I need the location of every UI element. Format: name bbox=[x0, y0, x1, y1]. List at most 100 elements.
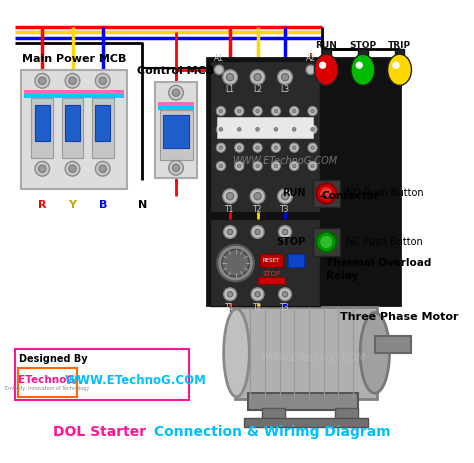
Circle shape bbox=[306, 65, 315, 75]
Circle shape bbox=[254, 193, 261, 200]
Circle shape bbox=[235, 106, 244, 116]
Bar bbox=[15, 349, 189, 400]
Bar bbox=[24, 94, 124, 98]
Circle shape bbox=[95, 74, 110, 88]
Circle shape bbox=[228, 229, 233, 235]
Circle shape bbox=[173, 164, 180, 171]
Circle shape bbox=[274, 146, 278, 150]
Circle shape bbox=[35, 162, 50, 176]
Circle shape bbox=[251, 225, 264, 238]
Circle shape bbox=[283, 229, 288, 235]
Bar bbox=[24, 90, 124, 94]
Circle shape bbox=[219, 127, 223, 131]
Circle shape bbox=[308, 143, 317, 152]
Circle shape bbox=[310, 164, 314, 168]
Circle shape bbox=[316, 183, 337, 204]
Circle shape bbox=[320, 187, 333, 200]
Text: T2: T2 bbox=[253, 303, 262, 312]
Circle shape bbox=[392, 62, 400, 69]
Circle shape bbox=[271, 143, 281, 152]
Bar bbox=[155, 81, 197, 178]
Circle shape bbox=[216, 143, 226, 152]
Circle shape bbox=[253, 143, 262, 152]
Bar bbox=[31, 98, 53, 158]
Text: Y: Y bbox=[69, 200, 76, 210]
Circle shape bbox=[69, 77, 76, 84]
Circle shape bbox=[255, 229, 260, 235]
Circle shape bbox=[173, 89, 180, 96]
Bar bbox=[235, 307, 377, 399]
Text: DOL Starter: DOL Starter bbox=[53, 425, 146, 438]
Text: R: R bbox=[38, 200, 46, 210]
Text: Relay: Relay bbox=[326, 271, 358, 281]
Circle shape bbox=[65, 162, 80, 176]
Circle shape bbox=[256, 146, 259, 150]
Text: STOP: STOP bbox=[349, 41, 376, 50]
Text: WWW.ETechnoG.COM: WWW.ETechnoG.COM bbox=[232, 156, 337, 166]
Text: WWW.ETechnoG.COM: WWW.ETechnoG.COM bbox=[65, 374, 207, 387]
Circle shape bbox=[228, 292, 233, 297]
Bar bbox=[207, 58, 400, 305]
Circle shape bbox=[274, 164, 278, 168]
Bar bbox=[322, 49, 331, 65]
Text: NO Push Button: NO Push Button bbox=[346, 188, 424, 199]
Circle shape bbox=[279, 225, 292, 238]
Ellipse shape bbox=[360, 313, 390, 393]
Circle shape bbox=[222, 250, 249, 277]
Bar bbox=[18, 368, 77, 397]
Text: STOP: STOP bbox=[262, 271, 281, 277]
Text: T3: T3 bbox=[280, 303, 290, 312]
Text: A2: A2 bbox=[306, 54, 316, 63]
Circle shape bbox=[282, 193, 289, 200]
Ellipse shape bbox=[224, 309, 249, 397]
Circle shape bbox=[292, 146, 296, 150]
Circle shape bbox=[278, 189, 292, 204]
Circle shape bbox=[95, 162, 110, 176]
Text: A1: A1 bbox=[214, 54, 224, 63]
Bar bbox=[35, 105, 50, 141]
Text: T3: T3 bbox=[280, 205, 290, 213]
Circle shape bbox=[217, 245, 254, 282]
Circle shape bbox=[169, 85, 183, 100]
Circle shape bbox=[290, 143, 299, 152]
Circle shape bbox=[99, 165, 106, 172]
Text: NC Push Button: NC Push Button bbox=[346, 237, 423, 247]
Circle shape bbox=[235, 125, 244, 134]
Circle shape bbox=[253, 106, 262, 116]
Bar bbox=[65, 105, 80, 141]
Text: TRIP: TRIP bbox=[388, 41, 411, 50]
Text: STOP: STOP bbox=[276, 237, 305, 247]
Circle shape bbox=[316, 232, 337, 252]
Bar bbox=[92, 98, 114, 158]
Circle shape bbox=[223, 189, 237, 204]
Circle shape bbox=[308, 125, 317, 134]
Text: RESET: RESET bbox=[263, 258, 280, 263]
Bar bbox=[158, 102, 194, 106]
Text: Control MCB: Control MCB bbox=[137, 66, 215, 76]
Text: Thermal Overload: Thermal Overload bbox=[326, 258, 432, 268]
Circle shape bbox=[271, 125, 281, 134]
Circle shape bbox=[237, 127, 241, 131]
Circle shape bbox=[227, 74, 234, 81]
Bar bbox=[248, 393, 358, 410]
Circle shape bbox=[274, 109, 278, 113]
Text: Connection & Wirimg Diagram: Connection & Wirimg Diagram bbox=[148, 425, 390, 438]
Circle shape bbox=[216, 106, 226, 116]
Bar bbox=[336, 408, 358, 422]
Circle shape bbox=[237, 109, 241, 113]
Circle shape bbox=[310, 127, 314, 131]
Circle shape bbox=[278, 70, 292, 84]
Circle shape bbox=[215, 65, 224, 75]
Text: RUN: RUN bbox=[282, 188, 305, 199]
Circle shape bbox=[223, 70, 237, 84]
Circle shape bbox=[356, 62, 363, 69]
Circle shape bbox=[227, 193, 234, 200]
Circle shape bbox=[224, 288, 237, 300]
Circle shape bbox=[292, 164, 296, 168]
Circle shape bbox=[255, 292, 260, 297]
Text: Contactor: Contactor bbox=[322, 191, 380, 201]
Bar bbox=[262, 408, 285, 422]
Circle shape bbox=[237, 164, 241, 168]
Circle shape bbox=[308, 162, 317, 170]
Bar bbox=[160, 110, 192, 161]
